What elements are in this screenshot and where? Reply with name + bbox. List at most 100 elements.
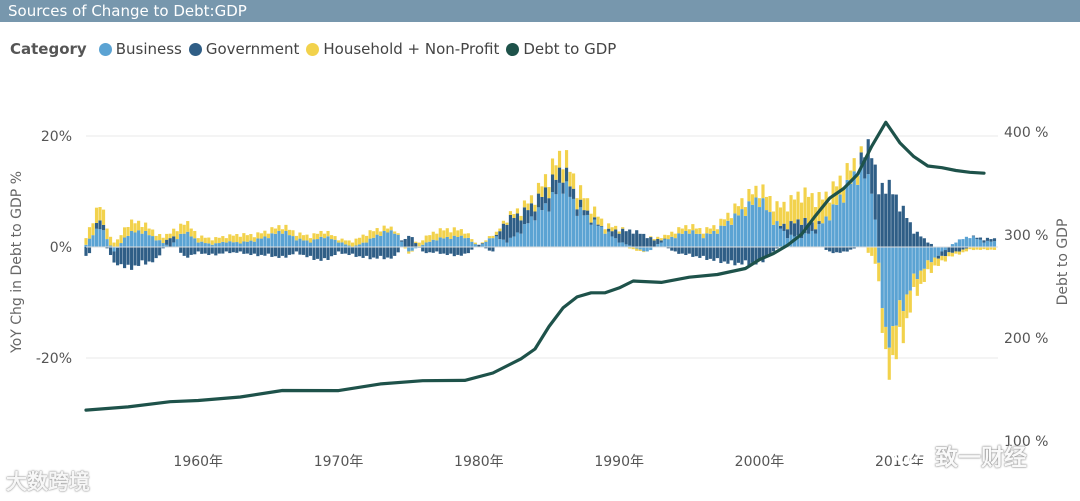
bar-household-non-profit xyxy=(831,181,835,205)
legend-swatch-debt-to-gdp-icon xyxy=(506,42,520,56)
bar-household-non-profit xyxy=(905,294,909,319)
bar-business xyxy=(498,239,502,247)
bar-household-non-profit xyxy=(249,234,253,241)
bar-government xyxy=(228,247,232,254)
bar-household-non-profit xyxy=(715,229,719,234)
bar-business xyxy=(431,239,435,247)
legend-item-household[interactable]: Household + Non-Profit xyxy=(306,40,499,58)
bar-government xyxy=(431,247,435,253)
y2-axis-label: Debt to GDP xyxy=(1055,219,1071,306)
bar-government xyxy=(985,237,990,241)
bar-household-non-profit xyxy=(526,203,530,211)
bar-government xyxy=(849,247,853,250)
bar-business xyxy=(877,247,881,263)
bar-household-non-profit xyxy=(196,238,200,243)
bar-business xyxy=(249,240,253,247)
bar-government xyxy=(154,247,158,259)
bar-business xyxy=(954,242,958,247)
bar-household-non-profit xyxy=(547,187,551,199)
bar-government xyxy=(379,247,383,256)
bar-government xyxy=(600,225,604,227)
bar-business xyxy=(287,235,292,247)
bar-government xyxy=(814,229,818,234)
bar-government xyxy=(242,247,246,254)
bar-government xyxy=(838,247,842,253)
bar-household-non-profit xyxy=(291,230,295,237)
legend-item-government[interactable]: Government xyxy=(188,40,299,58)
bar-household-non-profit xyxy=(137,220,141,231)
bar-business xyxy=(708,233,712,247)
bar-government xyxy=(656,238,660,245)
bar-business xyxy=(210,244,214,247)
bar-business xyxy=(193,238,197,247)
bar-household-non-profit xyxy=(386,228,390,233)
bar-household-non-profit xyxy=(375,228,379,235)
bar-household-non-profit xyxy=(256,232,260,239)
legend-item-business[interactable]: Business xyxy=(98,40,182,58)
bar-business xyxy=(761,198,765,247)
bar-business xyxy=(91,235,95,247)
bar-household-non-profit xyxy=(245,235,249,242)
bar-household-non-profit xyxy=(480,242,484,244)
bar-government xyxy=(217,247,221,254)
bar-household-non-profit xyxy=(361,234,365,243)
bar-government xyxy=(158,247,162,256)
bar-household-non-profit xyxy=(631,247,635,250)
bar-business xyxy=(400,241,404,247)
bar-government xyxy=(645,238,649,247)
bar-government xyxy=(280,247,285,256)
bar-household-non-profit xyxy=(642,251,646,253)
legend-item-debt-to-gdp[interactable]: Debt to GDP xyxy=(506,40,616,58)
bar-household-non-profit xyxy=(522,200,527,208)
bar-government xyxy=(529,203,534,217)
bar-government xyxy=(210,247,214,254)
bar-government xyxy=(863,157,867,179)
y-axis-right: 400 % 300 % 200 % 100 % xyxy=(1004,125,1048,450)
bar-household-non-profit xyxy=(193,230,197,239)
bar-household-non-profit xyxy=(708,228,712,234)
bar-business xyxy=(119,243,123,247)
bar-household-non-profit xyxy=(435,233,439,241)
bar-household-non-profit xyxy=(407,251,411,254)
bar-government xyxy=(614,229,618,239)
bar-government xyxy=(687,247,691,254)
bar-household-non-profit xyxy=(817,192,821,222)
bar-government xyxy=(708,247,712,259)
chart-title-bar: Sources of Change to Debt:GDP xyxy=(0,0,1080,22)
bar-government xyxy=(905,218,909,247)
bar-government xyxy=(957,247,961,252)
bar-business xyxy=(705,233,709,247)
bar-business xyxy=(305,240,309,247)
bar-business xyxy=(165,244,169,247)
bar-household-non-profit xyxy=(635,248,639,251)
bar-household-non-profit xyxy=(810,193,814,223)
bar-business xyxy=(747,201,751,247)
bar-government xyxy=(343,247,348,254)
bar-household-non-profit xyxy=(975,247,979,250)
bar-household-non-profit xyxy=(603,229,607,234)
y-tick-label: 20% xyxy=(41,129,72,145)
bar-household-non-profit xyxy=(333,236,337,240)
bar-government xyxy=(747,247,751,266)
bar-business xyxy=(891,247,895,327)
bar-business xyxy=(961,239,965,247)
bar-household-non-profit xyxy=(614,225,618,230)
bar-household-non-profit xyxy=(561,169,565,183)
bar-household-non-profit xyxy=(564,150,569,168)
bar-government xyxy=(543,187,548,204)
bar-household-non-profit xyxy=(140,227,144,234)
bar-household-non-profit xyxy=(568,171,572,187)
bar-business xyxy=(677,233,681,247)
bar-household-non-profit xyxy=(666,235,670,240)
bar-business xyxy=(512,236,516,247)
bar-government xyxy=(231,247,235,253)
bar-government xyxy=(126,247,130,265)
bar-business xyxy=(522,224,527,247)
bar-government xyxy=(887,179,891,247)
bar-business xyxy=(228,241,232,247)
bar-government xyxy=(442,247,446,254)
x-tick-label: 1980年 xyxy=(454,454,504,470)
bar-household-non-profit xyxy=(607,223,611,229)
bar-household-non-profit xyxy=(259,233,263,239)
bar-household-non-profit xyxy=(449,232,453,240)
